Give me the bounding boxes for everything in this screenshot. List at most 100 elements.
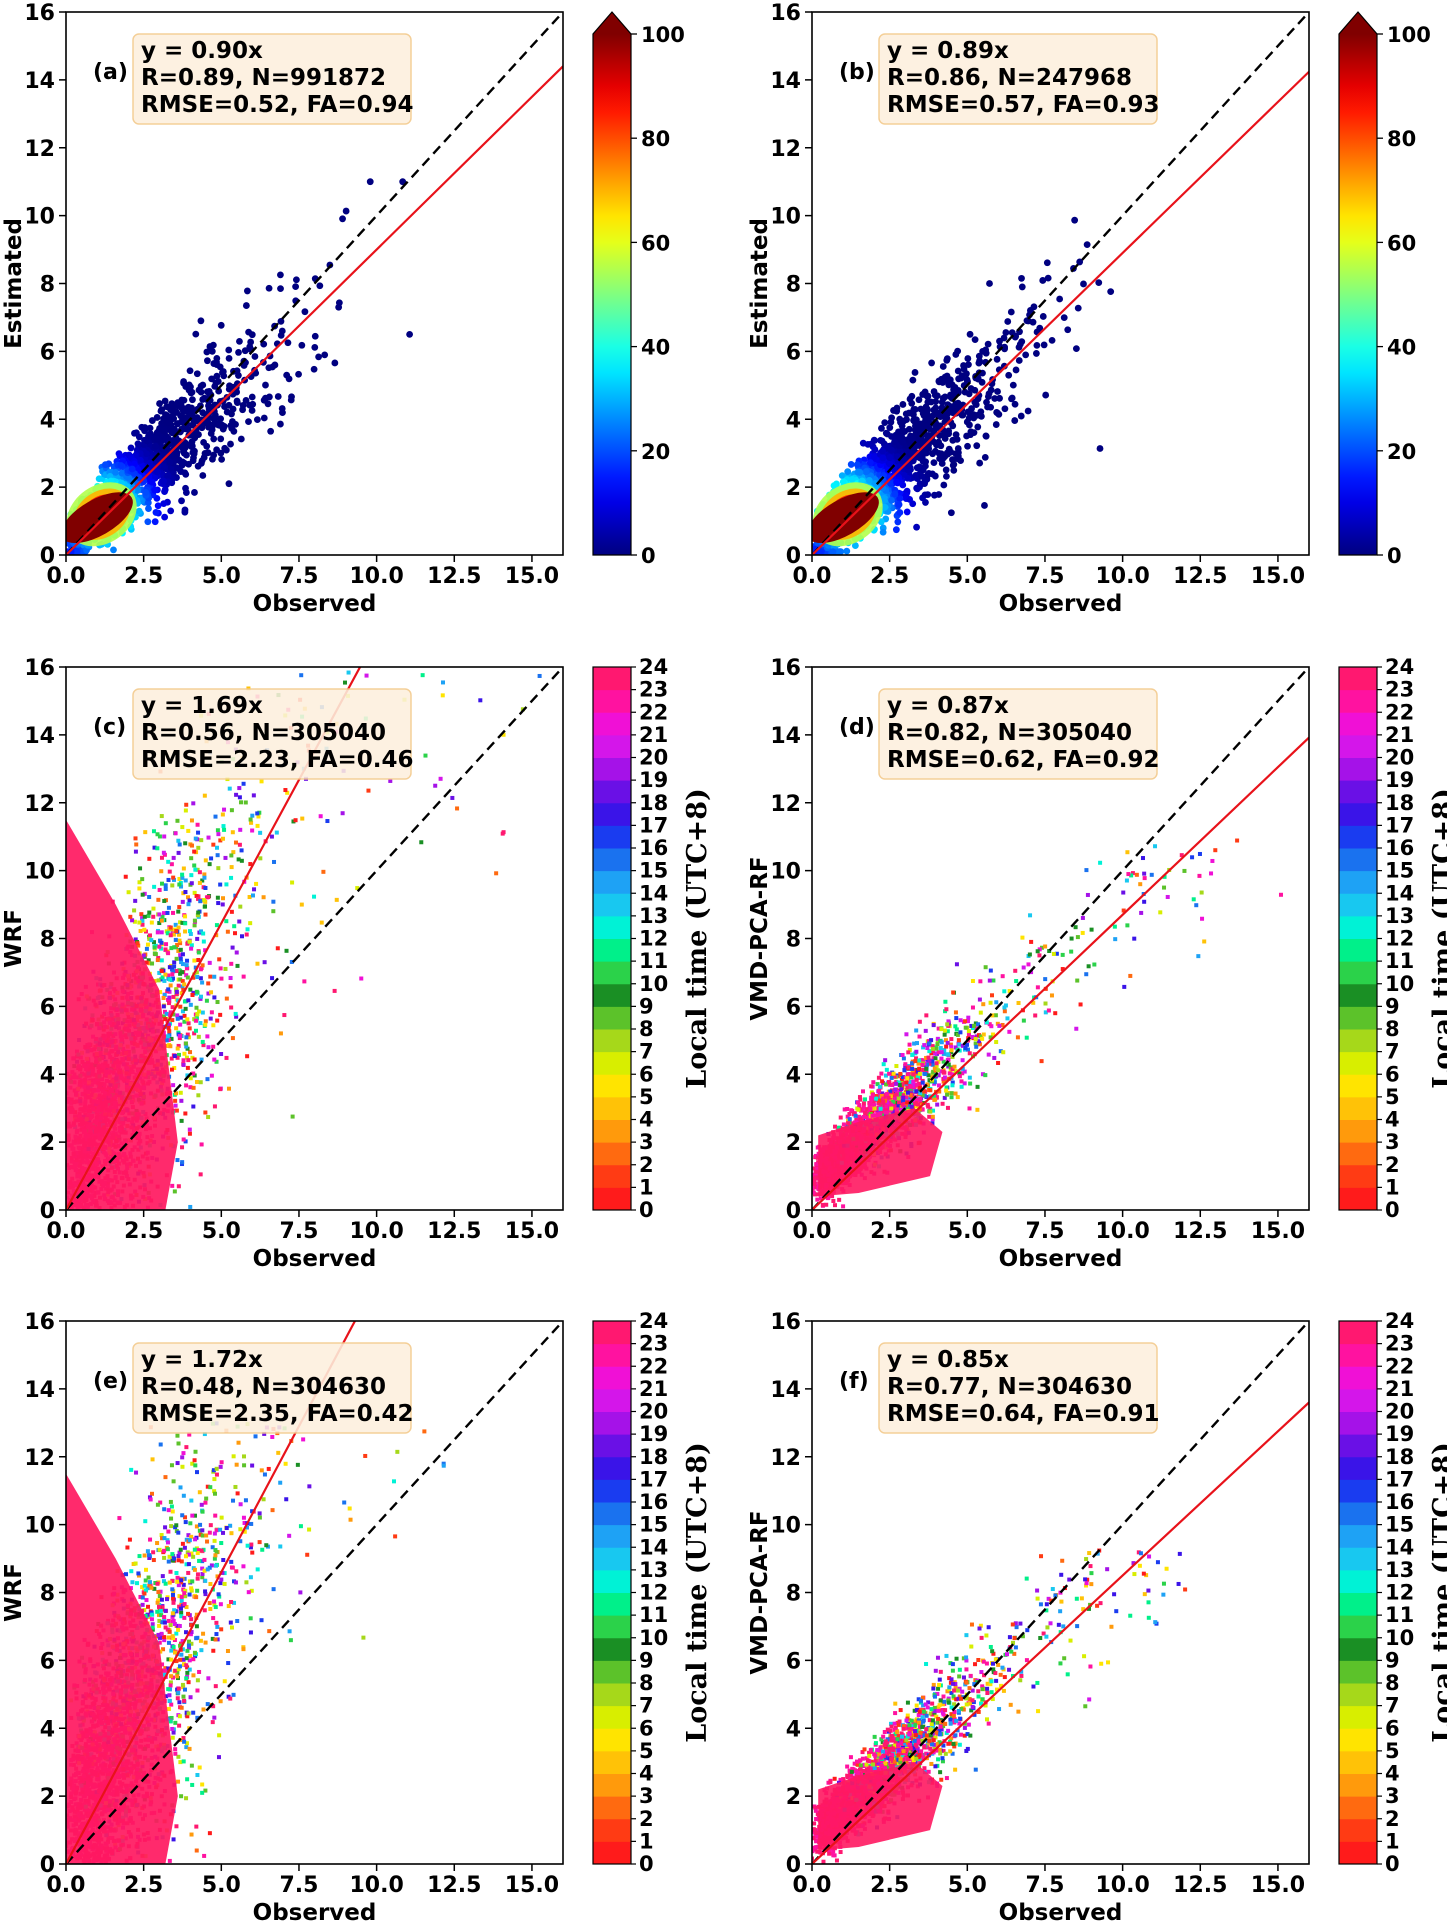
scatter-point [1042,391,1050,399]
scatter-point [215,828,220,833]
scatter-point [976,459,984,467]
scatter-point [141,424,149,431]
scatter-point [981,502,988,509]
scatter-point [135,507,143,515]
scatter-point [200,439,207,446]
scatter-point [147,910,152,915]
scatter-point [157,970,162,975]
scatter-point [918,472,926,480]
scatter-point [186,902,191,907]
scatter-point [186,895,191,900]
scatter-point [192,430,199,438]
scatter-point [197,880,202,885]
scatter-point [888,496,895,504]
scatter-point [947,509,955,517]
scatter-point [227,786,232,791]
scatter-point [178,1015,183,1020]
scatter-point [192,1057,197,1062]
scatter-point [285,790,290,795]
scatter-point [1008,395,1015,403]
scatter-point [1039,277,1047,284]
scatter-point [319,920,324,925]
scatter-point [171,1083,176,1088]
scatter-point [982,432,990,440]
scatter-point [185,1046,190,1051]
scatter-point [952,409,960,417]
scatter-point [930,459,938,466]
scatter-point [179,991,184,996]
scatter-point [217,321,225,329]
scatter-point [198,1172,203,1177]
scatter-point [335,299,343,307]
scatter-point [912,471,920,479]
colorbar-tick-label: 80 [1387,127,1416,151]
scatter-point [920,412,928,419]
scatter-point [218,1087,223,1092]
scatter-point [203,858,208,863]
scatter-point [844,468,852,476]
scatter-point [181,891,186,896]
scatter-point [159,855,164,860]
scatter-point [173,1098,178,1103]
scatter-point [187,939,192,944]
panel-b: 0.0 2.5 5.0 7.5 10.0 12.5 15.00246810121416Obs… [747,1,1431,617]
scatter-point [966,409,974,417]
scatter-point [853,461,861,469]
scatter-point [242,302,250,309]
scatter-point [197,382,205,390]
scatter-point [896,509,904,516]
scatter-point [246,401,254,409]
scatter-point [159,881,164,886]
scatter-point [198,996,203,1001]
x-tick-label: 15.0 [1251,564,1305,589]
scatter-point [211,842,216,847]
scatter-point [215,1018,220,1023]
scatter-point [866,459,874,467]
scatter-point [223,855,228,860]
scatter-point [234,372,242,379]
scatter-point [954,452,962,460]
scatter-point [879,454,887,462]
scatter-point [981,453,989,461]
scatter-point [196,1034,201,1039]
stat-line: R=0.89, N=991872 [141,65,386,91]
scatter-point [222,446,230,454]
scatter-point [175,1055,180,1060]
scatter-point [250,813,255,818]
scatter-point [187,898,192,903]
scatter-point [982,349,990,357]
scatter-point [191,990,196,995]
scatter-point [167,1001,172,1006]
scatter-point [199,472,207,479]
scatter-point [976,357,983,365]
scatter-point [189,943,194,948]
scatter-point [206,981,211,986]
scatter-point [1005,371,1013,379]
scatter-point [157,921,162,926]
scatter-point [178,1022,183,1027]
scatter-point [198,424,206,432]
scatter-point [224,996,229,1001]
scatter-point [176,1184,181,1189]
scatter-point [185,975,190,980]
scatter-point [151,829,156,834]
scatter-point [210,415,218,423]
scatter-point [184,1044,189,1049]
scatter-point [172,877,177,882]
scatter-point [175,1158,180,1163]
scatter-point [243,287,251,295]
scatter-point [892,526,900,534]
scatter-point [931,391,939,399]
scatter-point [186,1035,191,1040]
scatter-point [162,1014,167,1019]
scatter-point [183,451,190,459]
scatter-point [220,836,225,841]
scatter-point [299,673,304,678]
scatter-point [198,976,203,981]
scatter-point [140,916,145,921]
scatter-point [167,1029,172,1034]
scatter-point [228,976,233,981]
scatter-point [241,347,249,355]
scatter-point [140,922,145,927]
scatter-point [229,875,234,880]
